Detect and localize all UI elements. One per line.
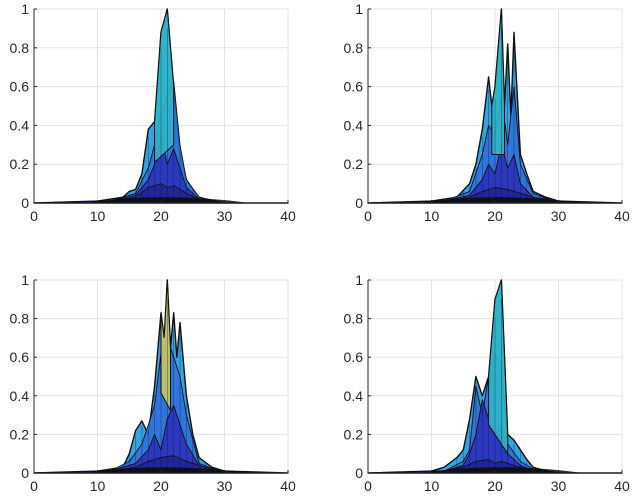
y-tick-label: 0.4 [344,388,364,404]
y-tick-label: 1 [355,1,363,17]
y-tick-label: 1 [355,272,363,288]
subplot-bottom-left: 0 10 20 30 40 0 0.2 0.4 0.6 0.8 1 [10,272,296,494]
y-tick-label: 1 [21,272,29,288]
y-tick-label: 0.4 [10,117,30,133]
y-tick-label: 0 [355,195,363,211]
y-tick-label: 0.4 [344,117,364,133]
peak-highlight [160,279,171,411]
peak-highlight [154,8,175,164]
y-tick-label: 0.6 [344,349,364,365]
subplot-top-right: 0 10 20 30 40 0 0.2 0.4 0.6 0.8 1 [344,1,630,224]
y-tick-label: 0.2 [344,426,364,442]
y-tick-label: 0.6 [344,79,364,95]
subplot-top-left: 0 10 20 30 40 0 0.2 0.4 0.6 0.8 1 [10,1,296,224]
mesh-lines [456,299,540,473]
x-tick-label: 10 [90,208,106,224]
y-tick-label: 0.8 [344,311,364,327]
x-tick-label: 20 [153,478,169,494]
y-tick-label: 0.4 [10,388,30,404]
x-tick-label: 40 [614,208,630,224]
y-tick-label: 0 [21,195,29,211]
base-tail [418,197,584,203]
axes: 0 10 20 30 40 0 0.2 0.4 0.6 0.8 1 [10,272,296,494]
y-tick-label: 0.8 [10,311,30,327]
x-tick-label: 20 [487,208,503,224]
y-tick-label: 0.6 [10,349,30,365]
y-tick-label: 0.2 [344,156,364,172]
y-tick-label: 0.2 [10,156,30,172]
x-tick-label: 40 [614,478,630,494]
base-tail [418,467,584,473]
base-tail [84,197,250,203]
x-tick-label: 0 [364,478,372,494]
x-tick-label: 10 [424,208,440,224]
x-tick-label: 20 [487,478,503,494]
x-tick-label: 30 [551,478,567,494]
y-tick-label: 0 [355,465,363,481]
x-tick-label: 30 [217,478,233,494]
peak-highlight [491,8,505,155]
x-tick-label: 0 [30,208,38,224]
x-tick-label: 0 [30,478,38,494]
mesh-lines [122,299,206,473]
x-tick-label: 20 [153,208,169,224]
x-tick-label: 10 [90,478,106,494]
base-tail [84,467,250,473]
axes: 0 10 20 30 40 0 0.2 0.4 0.6 0.8 1 [344,272,630,494]
x-tick-label: 40 [280,208,296,224]
x-tick-label: 30 [551,208,567,224]
y-tick-label: 0.6 [10,79,30,95]
y-tick-label: 0.2 [10,426,30,442]
y-tick-label: 1 [21,1,29,17]
axes: 0 10 20 30 40 0 0.2 0.4 0.6 0.8 1 [344,1,630,224]
x-tick-label: 10 [424,478,440,494]
x-tick-label: 40 [280,478,296,494]
y-tick-label: 0 [21,465,29,481]
mesh-lines [456,28,540,203]
peak-highlight [488,279,509,456]
axes: 0 10 20 30 40 0 0.2 0.4 0.6 0.8 1 [10,1,296,224]
x-tick-label: 30 [217,208,233,224]
subplot-bottom-right: 0 10 20 30 40 0 0.2 0.4 0.6 0.8 1 [344,272,630,494]
y-tick-label: 0.8 [10,40,30,56]
x-tick-label: 0 [364,208,372,224]
y-tick-label: 0.8 [344,40,364,56]
